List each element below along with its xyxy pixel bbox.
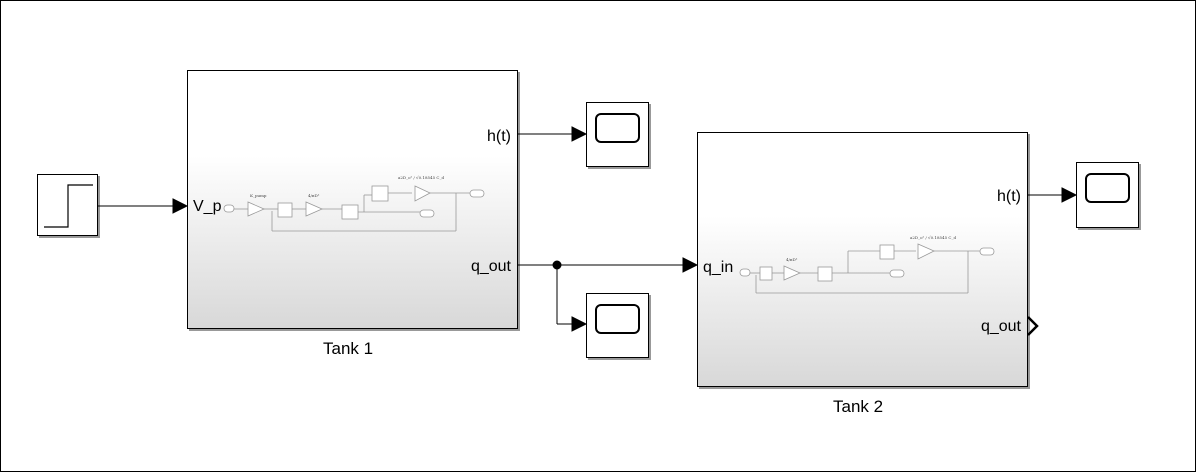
gain-label: 4/πD² (308, 193, 320, 198)
kpump-label: K_pump (250, 193, 267, 198)
scope-screen-icon (595, 113, 640, 143)
unconnected-output-chevron (1027, 316, 1039, 336)
step-icon (44, 184, 93, 228)
tank2-subsystem[interactable]: 4/πD² a2D_o² / √0.18545 C_d q_in h(t) q_… (697, 132, 1028, 387)
tank1-preview: K_pump 4/πD² a2D_o² / √0.18545 C_d (223, 175, 485, 232)
tank1-subsystem[interactable]: K_pump 4/πD² a2D_o² / √0.18545 C_d V_p h… (187, 70, 518, 329)
scope-tank1-q[interactable] (586, 293, 649, 358)
tank1-output-h: h(t) (487, 128, 511, 145)
gain-label-2: 4/πD² (786, 257, 798, 262)
tank2-preview: 4/πD² a2D_o² / √0.18545 C_d (739, 235, 995, 294)
eq-label-2: a2D_o² / √0.18545 C_d (910, 235, 956, 240)
tank1-output-q: q_out (470, 258, 511, 275)
tank2-input-port: q_in (703, 259, 734, 276)
scope-tank2-h[interactable] (1076, 162, 1139, 228)
tank2-output-q: q_out (980, 318, 1021, 335)
step-block[interactable] (37, 174, 98, 236)
scope-screen-icon (1085, 173, 1130, 203)
tank2-label[interactable]: Tank 2 (833, 397, 884, 416)
tank2-output-h: h(t) (997, 188, 1021, 205)
tank1-input-port: V_p (193, 198, 222, 215)
tank1-label[interactable]: Tank 1 (323, 339, 374, 358)
scope-screen-icon (595, 304, 640, 334)
scope-tank1-h[interactable] (586, 102, 649, 167)
eq-label: a2D_o² / √0.18545 C_d (398, 175, 444, 180)
